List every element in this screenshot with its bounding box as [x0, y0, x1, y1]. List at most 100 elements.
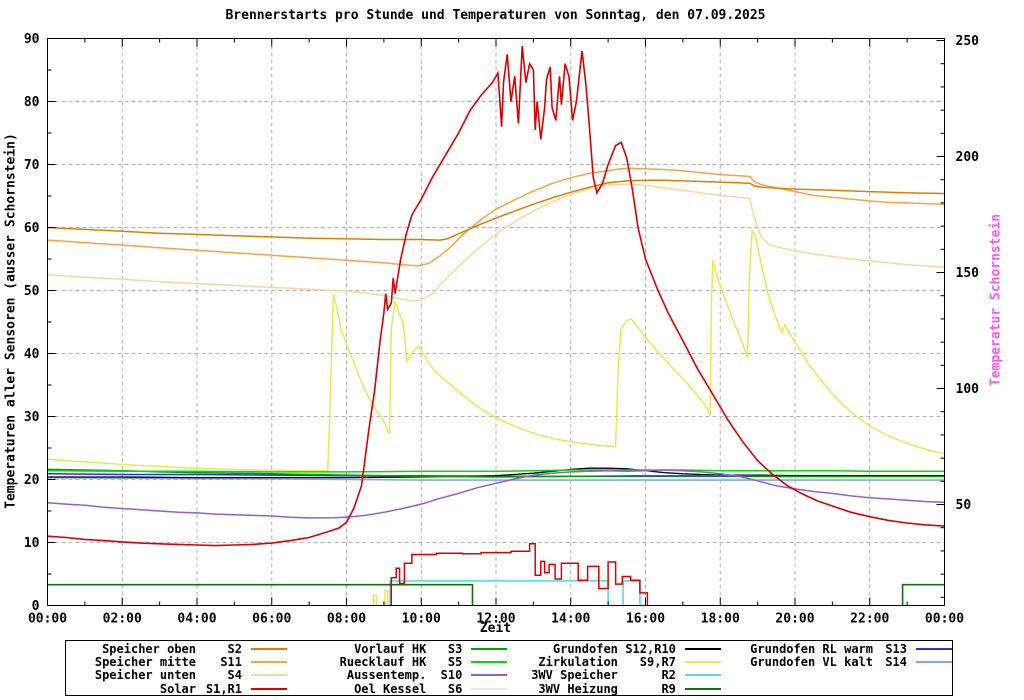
plot-area: 00:00 02:00 04:00 06:00 08:00 10:00 12:00 14:00…: [24, 32, 979, 627]
legend-color-line: [684, 661, 721, 664]
legend-sensor-code: S13: [885, 641, 907, 656]
series-zirkulation_r7: [372, 594, 378, 606]
legend-entry: Vorlauf HK S3: [326, 642, 518, 656]
x-tick-label: 02:00: [103, 612, 142, 627]
y-right-tick-label: 100: [956, 382, 980, 397]
legend-label: Grundofen RL warm: [750, 641, 873, 656]
legend-column: Grundofen RL warm S13 Grundofen VL kalt S14: [731, 642, 952, 669]
legend-box: Speicher oben S2 Speicher mitte S11 Speicher…: [65, 640, 953, 696]
legend-label: Grundofen VL kalt: [750, 655, 873, 670]
y-left-tick-label: 70: [24, 158, 40, 173]
legend-entry: Oel Kessel S6: [326, 681, 518, 696]
legend-entry: Speicher mitte S11: [80, 655, 326, 670]
x-tick-label: 16:00: [626, 612, 665, 627]
legend-sensor-code: S4: [227, 668, 242, 683]
legend-label: Speicher mitte: [94, 655, 196, 670]
x-tick-label: 06:00: [252, 612, 291, 627]
legend-label: 3WV Speicher: [531, 668, 618, 683]
x-tick-label: 08:00: [327, 612, 366, 627]
legend-label: Solar: [159, 681, 196, 696]
legend-entry: Grundofen VL kalt S14: [731, 655, 952, 670]
y-left-tick-label: 20: [24, 473, 40, 488]
legend-color-line: [251, 661, 287, 664]
legend-entry: Grundofen RL warm S13: [731, 641, 952, 656]
legend-color-line: [251, 674, 287, 677]
series-ruecklauf_hk_s5: [47, 469, 945, 473]
legend-label: Grundofen: [552, 641, 618, 656]
legend-color-line: [684, 674, 721, 677]
legend-column: Vorlauf HK S3 Ruecklauf HK S5 Aussentemp. S10…: [326, 642, 518, 696]
series-dreiwv_heizung_r9: [47, 583, 474, 606]
legend-label: Speicher unten: [94, 668, 196, 683]
legend-color-line: [471, 647, 508, 650]
x-tick-label: 12:00: [476, 612, 515, 627]
y-left-tick-label: 40: [24, 347, 40, 362]
axis-tick-labels: 00:00 02:00 04:00 06:00 08:00 10:00 12:00 14:00…: [24, 32, 979, 627]
y-right-tick-label: 250: [956, 34, 980, 49]
chart-title: Brennerstarts pro Stunde und Temperature…: [225, 8, 766, 23]
y-left-tick-label: 60: [24, 221, 40, 236]
legend-sensor-code: S10: [440, 668, 463, 683]
legend-label: 3WV Heizung: [538, 681, 618, 696]
y-left-tick-label: 0: [32, 599, 40, 614]
legend-label: Speicher oben: [102, 641, 196, 656]
series-zirkulation_r7: [384, 590, 389, 606]
legend-sensor-code: S1,R1: [205, 681, 242, 696]
legend-entry: Zirkulation S9,R7: [518, 655, 731, 670]
series-grundofen_vl_kalt_s14: [47, 476, 945, 481]
legend-entry: 3WV Heizung R9: [518, 681, 731, 696]
legend-sensor-code: S5: [447, 655, 463, 670]
legend-color-line: [916, 647, 952, 650]
y-right-tick-label: 200: [956, 150, 980, 165]
series-zirkulation_s9: [47, 228, 945, 472]
legend-sensor-code: S9,R7: [639, 655, 676, 670]
x-tick-label: 14:00: [551, 612, 590, 627]
y-axis-right-title: Temperatur Schornstein: [988, 213, 1004, 387]
series-dreiwv_heizung_r9: [901, 583, 945, 606]
series-dreiwv_speicher_r2: [389, 580, 609, 606]
legend-sensor-code: R2: [661, 668, 676, 683]
y-left-tick-label: 30: [24, 410, 40, 425]
series-curves: [47, 46, 945, 606]
series-aussentemp_s10: [47, 469, 945, 519]
legend-sensor-code: S6: [447, 681, 463, 696]
legend-entry: Speicher unten S4: [80, 668, 326, 683]
y-right-tick-label: 50: [956, 498, 972, 513]
x-tick-label: 18:00: [701, 612, 740, 627]
legend-color-line: [684, 647, 721, 650]
legend-entry: Speicher oben S2: [80, 641, 326, 656]
legend-label: Oel Kessel: [354, 681, 427, 696]
x-tick-label: 00:00: [28, 612, 67, 627]
series-solar_r1_starts: [390, 543, 649, 606]
legend-entry: Solar S1,R1: [80, 681, 326, 696]
legend-entry: Ruecklauf HK S5: [326, 655, 518, 670]
legend-sensor-code: R9: [661, 681, 676, 696]
y-left-tick-label: 90: [24, 32, 40, 47]
legend-color-line: [684, 687, 721, 690]
series-speicher_oben_s2: [47, 179, 945, 241]
x-tick-label: 10:00: [402, 612, 441, 627]
series-speicher_unten_s4: [47, 183, 945, 302]
legend-color-line: [471, 674, 508, 677]
legend-entry: Grundofen S12,R10: [518, 641, 731, 656]
y-left-tick-label: 10: [24, 536, 40, 551]
legend-entry: Aussentemp. S10: [326, 668, 518, 683]
legend-sensor-code: S11: [220, 655, 242, 670]
legend-label: Zirkulation: [538, 655, 618, 670]
legend-label: Aussentemp.: [346, 668, 427, 683]
y-axis-left-title: Temperaturen aller Sensoren (ausser Scho…: [3, 133, 19, 509]
x-axis-title: Zeit: [479, 621, 512, 636]
y-left-tick-label: 80: [24, 95, 40, 110]
x-tick-label: 00:00: [925, 612, 964, 627]
y-right-tick-label: 150: [956, 266, 980, 281]
gridlines: [47, 38, 945, 606]
x-tick-label: 20:00: [775, 612, 814, 627]
series-solar_s1: [47, 46, 945, 547]
axis-ticks: [47, 38, 945, 606]
legend-column: Speicher oben S2 Speicher mitte S11 Speicher…: [80, 642, 326, 696]
legend-entry: 3WV Speicher R2: [518, 668, 731, 683]
series-speicher_mitte_s11: [47, 167, 945, 267]
legend-sensor-code: S12,R10: [625, 641, 676, 656]
legend-color-line: [471, 687, 508, 690]
